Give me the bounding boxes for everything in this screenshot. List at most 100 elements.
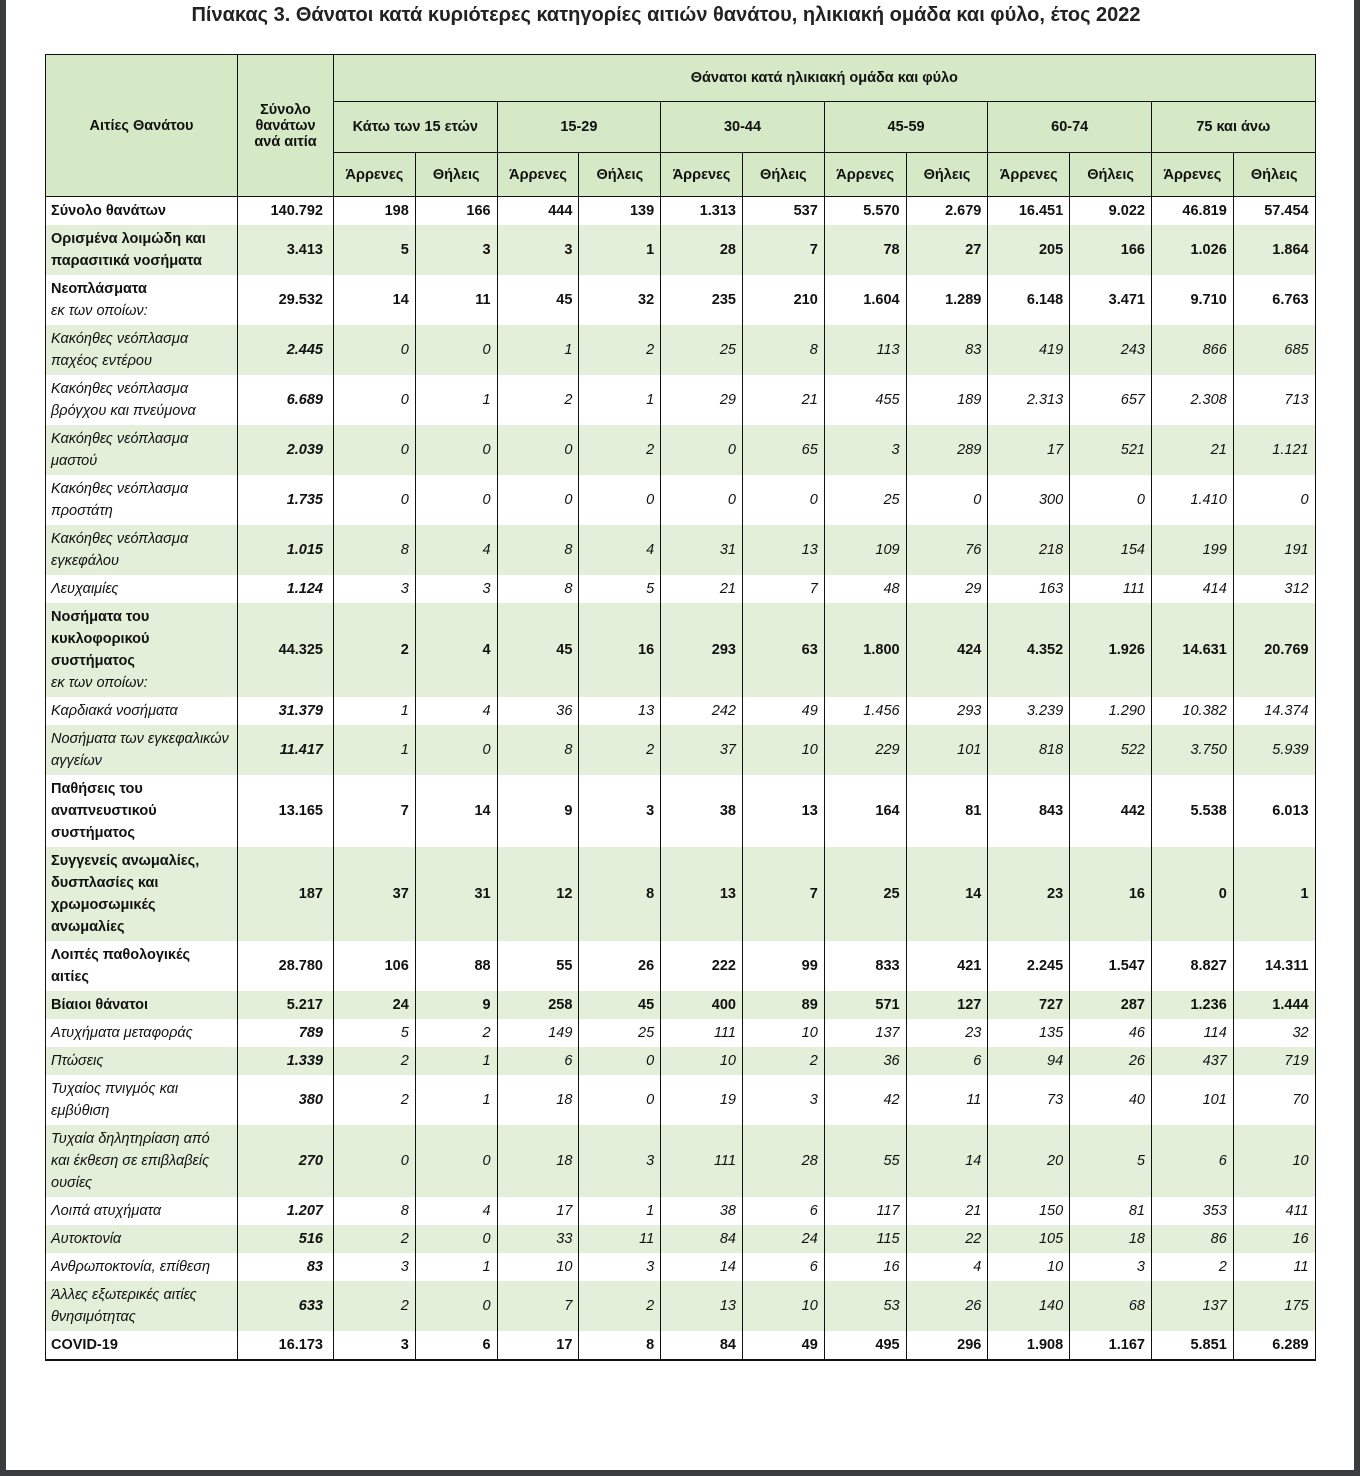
- cell-male: 353: [1150, 1197, 1234, 1225]
- cell-male: 2: [333, 1281, 416, 1331]
- row-total: 140.792: [237, 196, 334, 225]
- cell-male: 7: [333, 775, 416, 847]
- cell-female: 521: [1069, 425, 1152, 475]
- cell-female: 0: [905, 475, 989, 525]
- table-row: Βίαιοι θάνατοι 5.217 24 9 258 45 400 89 571 127 72…: [45, 991, 1316, 1019]
- cell-male: 17: [496, 1331, 580, 1361]
- cell-male: 198: [333, 196, 416, 225]
- cell-male: 242: [660, 697, 743, 725]
- cause-note: εκ των οποίων:: [51, 303, 148, 319]
- cell-female: 0: [578, 1047, 662, 1075]
- row-label: Κακόηθες νεόπλασμα βρόγχου και πνεύμονα: [45, 375, 238, 425]
- cell-female: 522: [1069, 725, 1152, 775]
- cell-male: 0: [333, 325, 416, 375]
- table-row: Κακόηθες νεόπλασμα βρόγχου και πνεύμονα 6…: [45, 375, 1316, 425]
- cell-male: 38: [660, 1197, 743, 1225]
- cell-female: 139: [578, 196, 662, 225]
- cell-male: 229: [823, 725, 907, 775]
- cause-name: COVID-19: [51, 1337, 118, 1353]
- row-total: 270: [237, 1125, 334, 1197]
- cell-male: 149: [496, 1019, 580, 1047]
- cell-male: 24: [333, 991, 416, 1019]
- cell-female: 65: [741, 425, 825, 475]
- cell-female: 99: [741, 941, 825, 991]
- cell-male: 14.631: [1150, 603, 1234, 697]
- cell-female: 0: [414, 1125, 498, 1197]
- cell-male: 3: [333, 575, 416, 603]
- header-age-group: 15-29: [496, 101, 662, 153]
- row-total: 83: [237, 1253, 334, 1281]
- cell-female: 6: [414, 1331, 498, 1361]
- cell-male: 73: [987, 1075, 1071, 1125]
- header-female: Θήλεις: [1232, 152, 1316, 197]
- cell-male: 115: [823, 1225, 907, 1253]
- cell-female: 210: [741, 275, 825, 325]
- cell-female: 26: [578, 941, 662, 991]
- cell-female: 0: [1069, 475, 1152, 525]
- cause-name: Τυχαία δηλητηρίαση από και έκθεση σε επι…: [51, 1131, 210, 1191]
- cell-female: 3.471: [1069, 275, 1152, 325]
- header-age-group: 75 και άνω: [1150, 101, 1316, 153]
- cause-name: Κακόηθες νεόπλασμα προστάτη: [51, 481, 189, 519]
- cell-male: 843: [987, 775, 1071, 847]
- cell-male: 3: [333, 1253, 416, 1281]
- row-label: Τυχαία δηλητηρίαση από και έκθεση σε επι…: [45, 1125, 238, 1197]
- header-age-group: 30-44: [660, 101, 825, 153]
- cell-male: 205: [987, 225, 1071, 275]
- cell-male: 45: [496, 603, 580, 697]
- cell-female: 287: [1069, 991, 1152, 1019]
- cell-male: 8.827: [1150, 941, 1234, 991]
- cell-male: 163: [987, 575, 1071, 603]
- cell-female: 31: [414, 847, 498, 941]
- cell-male: 1: [496, 325, 580, 375]
- cell-female: 0: [1232, 475, 1316, 525]
- cell-female: 1.547: [1069, 941, 1152, 991]
- row-total: 1.339: [237, 1047, 334, 1075]
- table-row: Νοσήματα του κυκλοφορικού συστήματος εκ τ…: [45, 603, 1316, 697]
- cell-male: 16.451: [987, 196, 1071, 225]
- cell-female: 0: [741, 475, 825, 525]
- cell-female: 1: [414, 1047, 498, 1075]
- cause-name: Νοσήματα των εγκεφαλικών αγγείων: [51, 731, 229, 769]
- table-row: Ορισμένα λοιμώδη και παρασιτικά νοσήματα…: [45, 225, 1316, 275]
- cell-male: 400: [660, 991, 743, 1019]
- header-female: Θήλεις: [741, 152, 825, 197]
- cell-male: 2.313: [987, 375, 1071, 425]
- cell-female: 2: [578, 425, 662, 475]
- header-female: Θήλεις: [905, 152, 989, 197]
- cell-male: 1.410: [1150, 475, 1234, 525]
- row-total: 28.780: [237, 941, 334, 991]
- cell-male: 3.239: [987, 697, 1071, 725]
- row-label: Κακόηθες νεόπλασμα παχέος εντέρου: [45, 325, 238, 375]
- table-row: Καρδιακά νοσήματα 31.379 1 4 36 13 242 49 1.456 2…: [45, 697, 1316, 725]
- cell-female: 76: [905, 525, 989, 575]
- cell-male: 25: [660, 325, 743, 375]
- cell-female: 0: [578, 1075, 662, 1125]
- cell-female: 166: [414, 196, 498, 225]
- cell-male: 2.245: [987, 941, 1071, 991]
- cell-female: 2: [578, 325, 662, 375]
- row-total: 11.417: [237, 725, 334, 775]
- cell-male: 419: [987, 325, 1071, 375]
- row-label: COVID-19: [45, 1331, 238, 1361]
- cause-name: Παθήσεις του αναπνευστικού συστήματος: [51, 781, 157, 841]
- table-row: Λοιπές παθολογικές αιτίες 28.780 106 88 55 26…: [45, 941, 1316, 991]
- cell-male: 10: [496, 1253, 580, 1281]
- cell-female: 6: [741, 1197, 825, 1225]
- cell-female: 32: [1232, 1019, 1316, 1047]
- cell-male: 14: [660, 1253, 743, 1281]
- cell-female: 16: [578, 603, 662, 697]
- cell-female: 10: [741, 1281, 825, 1331]
- cell-male: 1: [333, 725, 416, 775]
- table-row: Κακόηθες νεόπλασμα μαστού 2.039 0 0 0 2 0 65 3 28…: [45, 425, 1316, 475]
- header-total: Σύνολο θανάτων ανά αιτία: [237, 54, 334, 197]
- cell-female: 16: [1069, 847, 1152, 941]
- cell-male: 0: [333, 375, 416, 425]
- row-label: Κακόηθες νεόπλασμα εγκεφάλου: [45, 525, 238, 575]
- cell-male: 1.604: [823, 275, 907, 325]
- row-label: Λευχαιμίες: [45, 575, 238, 603]
- cell-male: 1: [333, 697, 416, 725]
- cell-female: 11: [578, 1225, 662, 1253]
- row-total: 3.413: [237, 225, 334, 275]
- cell-male: 437: [1150, 1047, 1234, 1075]
